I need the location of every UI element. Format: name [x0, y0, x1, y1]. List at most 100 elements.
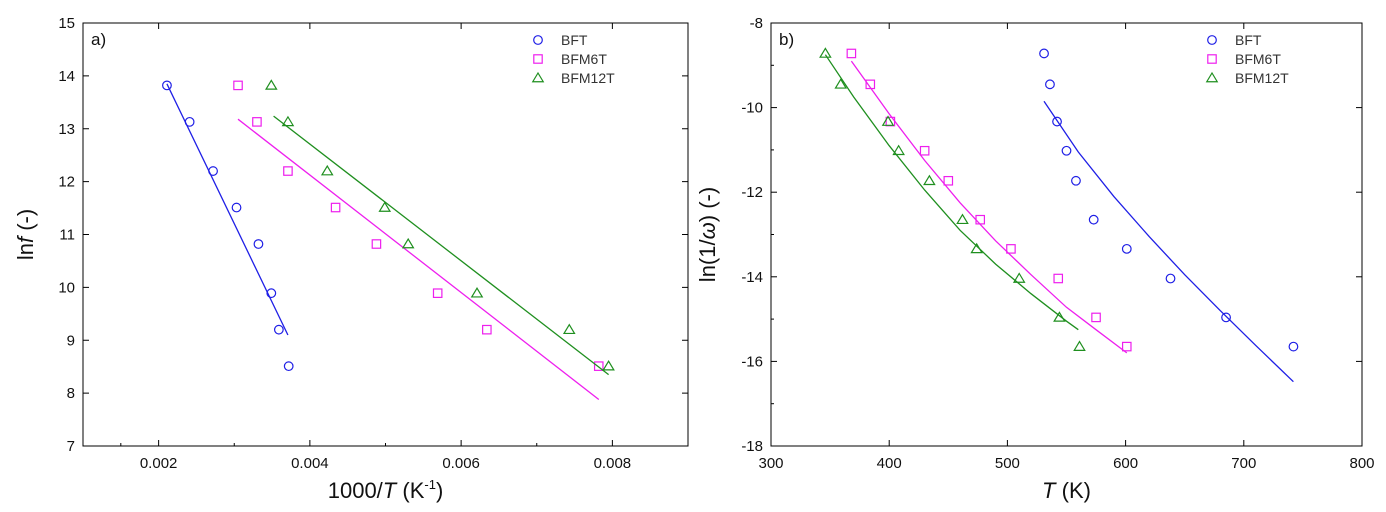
data-point-bfm12t: [819, 47, 832, 58]
data-point-bft: [1071, 175, 1081, 186]
y-axis-title: ln(1/ω) (-): [695, 187, 720, 282]
legend-label: BFM12T: [561, 70, 615, 86]
fit-line-bfm6t: [850, 60, 1128, 354]
data-point-bfm6t: [846, 48, 857, 59]
data-point-bfm6t: [371, 239, 382, 249]
panel-label: a): [91, 30, 106, 49]
data-point-bft: [1061, 145, 1072, 156]
x-axis-title-unit: (K): [1056, 478, 1091, 503]
y-axis-title-unit: (-): [13, 209, 38, 237]
x-tick-label: 500: [995, 455, 1020, 472]
data-point-bfm6t: [593, 361, 604, 371]
data-point-bfm6t: [233, 80, 243, 91]
legend-marker-bfm6t: [533, 54, 543, 64]
x-axis-title-part: 1000/: [328, 478, 384, 503]
y-tick-label: -14: [741, 269, 763, 286]
legend-marker-bfm6t: [1207, 54, 1217, 64]
x-tick-label: 300: [758, 455, 783, 472]
data-point-bfm6t: [1121, 341, 1132, 352]
x-tick-label: 0.006: [442, 455, 480, 472]
data-point-bft: [231, 202, 242, 213]
x-tick-label: 0.008: [594, 455, 632, 472]
data-point-bfm12t: [401, 237, 415, 249]
data-point-bfm6t: [865, 79, 876, 90]
legend-label: BFT: [561, 32, 588, 48]
data-point-bft: [1221, 312, 1231, 323]
data-point-bfm6t: [330, 202, 341, 213]
y-axis-title-var: f: [13, 234, 38, 243]
data-point-bfm6t: [975, 214, 986, 225]
x-tick-label: 700: [1231, 455, 1256, 472]
data-point-bft: [1165, 273, 1176, 284]
data-point-bfm12t: [281, 115, 295, 127]
data-point-bfm6t: [252, 117, 262, 127]
data-point-bft: [253, 239, 264, 249]
y-tick-label: 12: [58, 174, 75, 191]
legend: BFT BFM6T BFM12T: [531, 32, 615, 86]
y-tick-label: -10: [741, 100, 763, 117]
x-axis-title: 1000/T (K-1): [328, 477, 444, 503]
x-axis-title-var: T: [1042, 478, 1057, 503]
data-point-bft: [1288, 341, 1299, 352]
data-point-bfm12t: [602, 359, 615, 371]
data-point-bfm12t: [1053, 311, 1066, 322]
data-point-bft: [208, 166, 218, 176]
legend-marker-bfm12t: [531, 71, 545, 83]
x-tick-label: 0.004: [291, 455, 329, 472]
data-point-bft: [1039, 48, 1049, 59]
y-tick-label: -16: [741, 353, 763, 370]
data-point-bfm12t: [320, 164, 334, 176]
data-point-bft: [184, 116, 195, 127]
y-tick-label: 11: [59, 227, 75, 244]
data-point-bfm12t: [1073, 340, 1086, 351]
data-point-bft: [1052, 116, 1062, 127]
data-point-bfm6t: [1091, 312, 1101, 323]
legend-marker-bft: [533, 35, 543, 45]
data-point-bfm6t: [482, 324, 492, 335]
y-tick-label: -12: [741, 184, 763, 201]
data-point-bfm6t: [283, 166, 293, 176]
data-point-bfm6t: [1006, 244, 1016, 254]
y-tick-label: -18: [741, 438, 763, 455]
y-axis-title-var: ω: [695, 222, 720, 239]
data-point-bfm6t: [943, 175, 954, 186]
data-point-bfm6t: [1053, 273, 1064, 284]
legend-label: BFM6T: [1235, 51, 1281, 67]
y-axis-title-part: ln(1/: [695, 238, 720, 282]
x-tick-label: 400: [877, 455, 902, 472]
legend-label: BFM6T: [561, 51, 607, 67]
x-tick-label: 0.002: [140, 455, 178, 472]
legend-label: BFM12T: [1235, 70, 1289, 86]
data-point-bfm12t: [970, 242, 983, 254]
y-tick-label: 15: [58, 15, 75, 32]
panel-a: 0.002 0.004 0.006 0.008 7 8 9 10 11 12 13 14 15 a) 100…: [13, 15, 689, 503]
data-point-bfm6t: [432, 288, 443, 298]
legend-marker-bft: [1207, 35, 1217, 45]
legend-marker-bfm12t: [1205, 71, 1219, 83]
x-tick-label: 800: [1349, 455, 1374, 472]
data-point-bft: [266, 288, 277, 299]
data-point-bfm12t: [881, 115, 895, 126]
fit-line-bfm12t: [824, 54, 1079, 331]
data-point-bfm12t: [562, 323, 576, 335]
x-axis-title: T (K): [1042, 478, 1091, 503]
data-point-bfm12t: [378, 201, 392, 212]
y-tick-label: 7: [67, 438, 75, 455]
data-point-bfm12t: [956, 213, 969, 225]
x-axis-title-sup: -1: [424, 477, 436, 492]
x-axis-title-end: ): [436, 478, 443, 503]
data-point-bft: [162, 80, 172, 91]
data-point-bfm12t: [892, 144, 905, 156]
data-point-bft: [1121, 243, 1132, 254]
y-axis-title-unit: ) (-): [695, 187, 720, 222]
data-point-bfm12t: [1012, 272, 1026, 283]
x-axis-title-unit: (K: [396, 478, 424, 503]
y-axis-title-part: ln: [13, 243, 38, 260]
fit-line-bfm12t: [273, 115, 609, 376]
y-axis-title: lnf (-): [13, 209, 38, 260]
data-point-bfm6t: [919, 145, 930, 156]
y-tick-label: 13: [58, 121, 75, 138]
y-tick-label: -8: [750, 15, 763, 32]
x-axis-title-var: T: [383, 478, 398, 503]
